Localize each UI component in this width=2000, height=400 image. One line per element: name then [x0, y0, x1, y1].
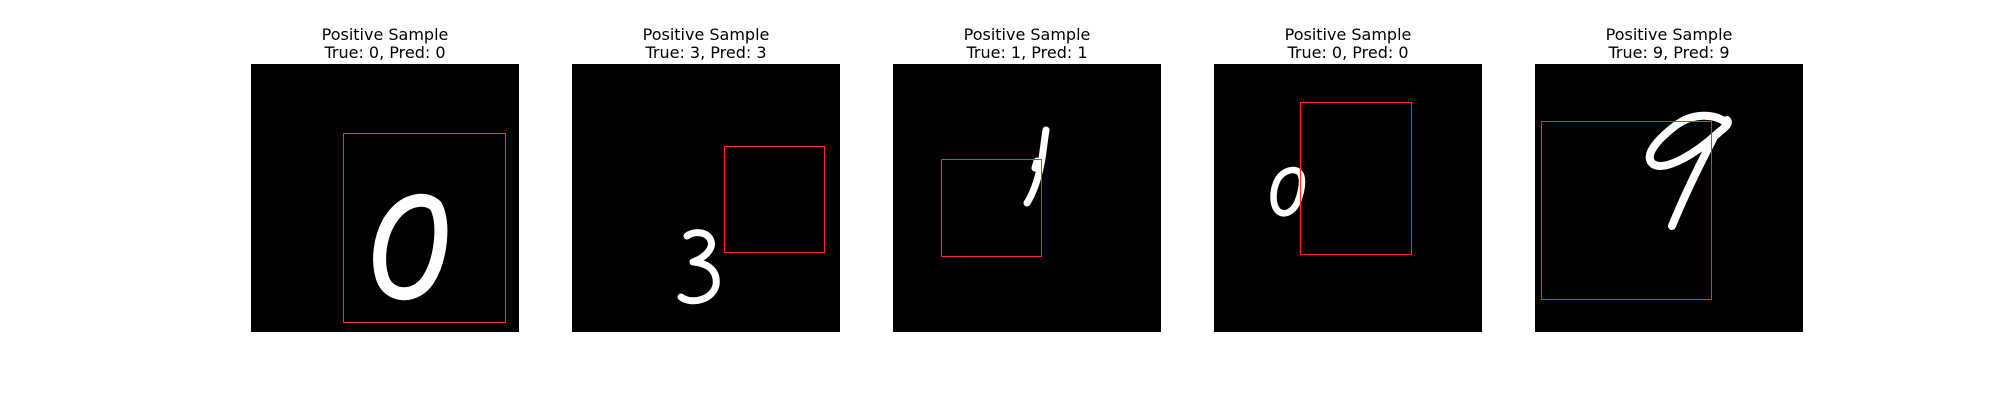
digit-3-image — [677, 229, 720, 305]
sample-panel: Positive Sample True: 0, Pred: 0 — [250, 26, 520, 332]
panel-title-line: Positive Sample — [321, 25, 449, 44]
sample-panel: Positive Sample True: 1, Pred: 1 — [892, 26, 1162, 332]
digit-image — [572, 64, 840, 332]
sample-panel: Positive Sample True: 3, Pred: 3 — [571, 26, 841, 332]
panel-label-line: True: 9, Pred: 9 — [1608, 43, 1730, 62]
panel-title-line: Positive Sample — [1284, 25, 1412, 44]
prediction-bounding-box — [724, 146, 825, 253]
panel-label-line: True: 3, Pred: 3 — [645, 43, 767, 62]
prediction-bounding-box — [1300, 102, 1412, 255]
prediction-bounding-box — [941, 159, 1042, 257]
panel-title-line: Positive Sample — [963, 25, 1091, 44]
prediction-bounding-box — [1541, 121, 1712, 300]
panel-title: Positive Sample True: 3, Pred: 3 — [571, 26, 841, 64]
panel-label-line: True: 0, Pred: 0 — [1287, 43, 1409, 62]
panel-label-line: True: 0, Pred: 0 — [324, 43, 446, 62]
digit-image — [1214, 64, 1482, 332]
panel-title-line: Positive Sample — [642, 25, 770, 44]
digit-0-image — [373, 193, 448, 301]
digit-0-image — [1270, 166, 1306, 217]
sample-panel: Positive Sample True: 9, Pred: 9 — [1534, 26, 1804, 332]
panel-title: Positive Sample True: 9, Pred: 9 — [1534, 26, 1804, 64]
digit-image — [251, 64, 519, 332]
digit-image — [1535, 64, 1803, 332]
panel-title: Positive Sample True: 0, Pred: 0 — [1213, 26, 1483, 64]
digit-image — [893, 64, 1161, 332]
sample-panel: Positive Sample True: 0, Pred: 0 — [1213, 26, 1483, 332]
digit-9-image — [1645, 111, 1732, 230]
prediction-bounding-box — [343, 133, 506, 323]
panel-title: Positive Sample True: 0, Pred: 0 — [250, 26, 520, 64]
panel-title: Positive Sample True: 1, Pred: 1 — [892, 26, 1162, 64]
panel-title-line: Positive Sample — [1605, 25, 1733, 44]
panel-label-line: True: 1, Pred: 1 — [966, 43, 1088, 62]
